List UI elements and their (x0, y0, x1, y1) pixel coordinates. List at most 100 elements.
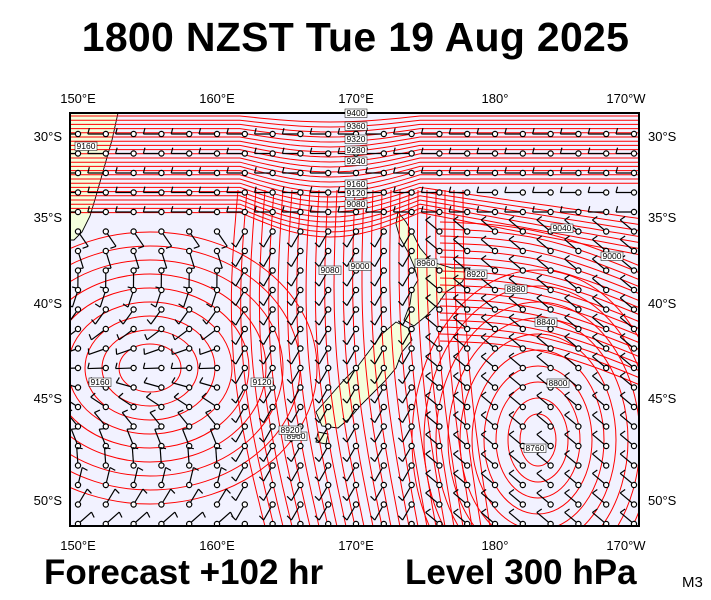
wind-barb (170, 206, 193, 216)
wind-barb (325, 520, 332, 526)
wind-barb (258, 267, 276, 287)
wind-barb (480, 469, 499, 489)
height-contour (296, 189, 329, 526)
height-contour (70, 212, 639, 256)
wind-barb (453, 313, 471, 333)
wind-barb (370, 403, 387, 424)
wind-barb (314, 325, 332, 346)
wind-barb (370, 228, 387, 248)
wind-barb (587, 206, 610, 216)
wind-barb (74, 446, 83, 469)
wind-barb (536, 508, 554, 526)
wind-barb (397, 481, 415, 502)
wind-barb (370, 345, 387, 365)
wind-barb (115, 167, 137, 177)
wind-barb (536, 352, 554, 372)
wind-barb (87, 206, 110, 216)
contour-label: 9400 (344, 108, 368, 118)
wind-barb (258, 286, 276, 307)
wind-barb (90, 392, 110, 411)
wind-barb (70, 189, 82, 196)
wind-barb (476, 186, 499, 196)
contour-label: 9000 (600, 251, 624, 261)
contour-label: 9360 (344, 121, 368, 131)
wind-barb (258, 325, 276, 346)
contour-label: 8920 (278, 425, 302, 435)
wind-barb (115, 186, 137, 196)
contour-label: 9000 (348, 261, 372, 271)
wind-barb (314, 442, 332, 463)
wind-barb (619, 410, 638, 430)
wind-barb (592, 352, 610, 372)
svg-text:9400: 9400 (347, 108, 366, 118)
forecast-label: Forecast +102 hr (44, 553, 324, 592)
wind-barb (201, 392, 221, 411)
wind-barb (149, 409, 165, 430)
wind-barb (342, 403, 360, 424)
height-contour (240, 189, 275, 526)
wind-barb (397, 364, 415, 385)
height-contour (439, 305, 639, 351)
wind-barb (453, 215, 471, 235)
contour-label: 9080 (344, 199, 368, 209)
wind-barb (619, 313, 638, 333)
wind-barb (143, 377, 165, 391)
wind-barb (508, 313, 527, 333)
wind-barb (231, 481, 248, 502)
wind-barb (70, 427, 82, 450)
wind-barb (70, 208, 82, 216)
wind-barb (536, 293, 554, 313)
wind-barb (309, 186, 332, 196)
wind-barb (453, 469, 471, 489)
wind-barb (592, 488, 610, 508)
wind-barb (185, 466, 199, 489)
wind-barb (231, 325, 248, 346)
wind-barb (370, 384, 387, 404)
wind-barb (370, 306, 387, 326)
height-contour (439, 340, 639, 386)
wind-barb (397, 384, 415, 404)
wind-barb (592, 371, 610, 391)
wind-barb (508, 488, 527, 508)
wind-barb (504, 128, 527, 138)
wind-barb (370, 267, 387, 287)
wind-barb (144, 325, 165, 341)
wind-barb (476, 206, 499, 216)
wind-barb (158, 488, 176, 508)
wind-barb (314, 403, 332, 424)
contour-label: 9280 (344, 145, 368, 155)
wind-barb (365, 167, 387, 177)
wind-barb (420, 186, 443, 196)
height-contour (370, 189, 401, 526)
wind-barb (198, 147, 221, 157)
wind-barb (286, 442, 304, 463)
wind-barb (226, 147, 248, 157)
height-contour (361, 189, 392, 526)
wind-barb (480, 430, 499, 450)
wind-barb (143, 345, 165, 356)
wind-barb (592, 274, 610, 294)
height-contour (314, 189, 347, 526)
wind-barb (74, 466, 88, 489)
wind-barb (453, 449, 471, 469)
height-contour (439, 333, 639, 379)
height-contour (268, 189, 302, 526)
wind-barb (425, 449, 443, 469)
wind-barb (231, 267, 248, 287)
wind-barb (592, 313, 610, 333)
wind-barb (74, 228, 89, 249)
wind-barb (504, 206, 527, 216)
wind-barb (342, 501, 360, 521)
wind-barb (70, 409, 82, 430)
wind-barb (425, 391, 443, 411)
wind-barb (592, 430, 610, 450)
wind-barb (564, 254, 582, 274)
height-contour (471, 349, 605, 526)
wind-barb (130, 446, 139, 469)
wind-barb (370, 442, 387, 463)
wind-barb (70, 384, 82, 391)
wind-barb (370, 501, 387, 521)
wind-barb (231, 462, 248, 482)
wind-barb (532, 186, 554, 196)
